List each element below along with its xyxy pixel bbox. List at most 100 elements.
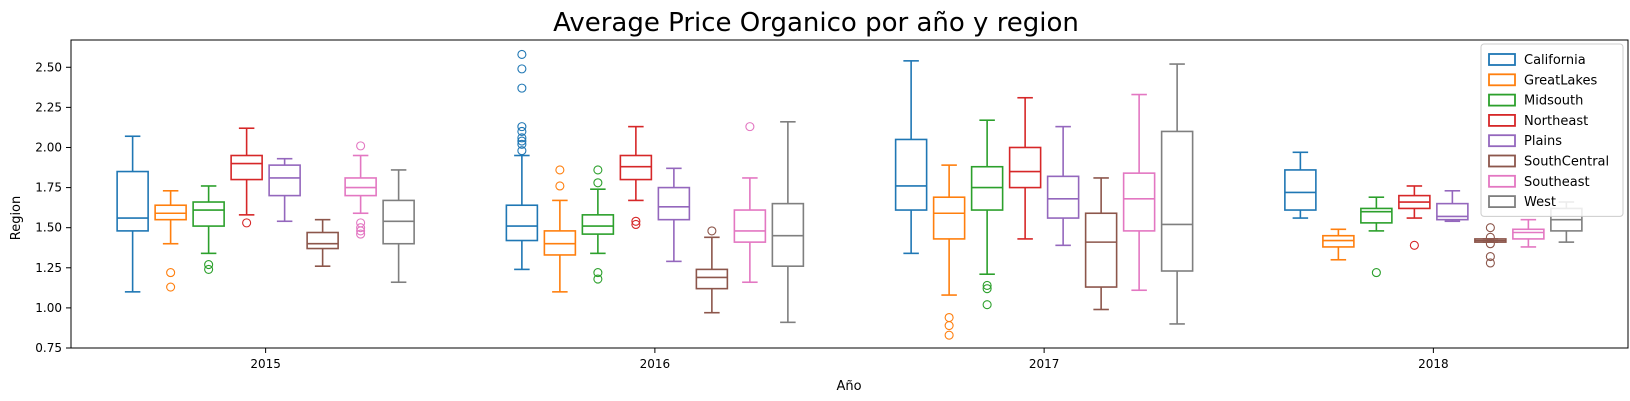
outlier-point xyxy=(517,126,527,136)
plot-frame xyxy=(70,39,1629,349)
x-tick-label: 2016 xyxy=(640,357,671,371)
iqr-box xyxy=(116,170,149,232)
iqr-box xyxy=(192,201,225,227)
box-plains-2017 xyxy=(1046,125,1080,247)
outlier-point xyxy=(1485,223,1495,233)
legend-swatch-california xyxy=(1488,53,1516,66)
box-northeast-2015 xyxy=(230,127,263,228)
legend-swatch-west xyxy=(1488,195,1516,209)
iqr-box xyxy=(1360,207,1393,224)
x-tick-label: 2017 xyxy=(1029,357,1060,371)
box-west-2015 xyxy=(382,169,415,284)
axes: 0.75 1.00 1.25 1.50 1.75 2.00 2.25 2.50 2015 2016… xyxy=(35,60,1448,371)
y-tick-label: 1.75 xyxy=(35,181,62,195)
outlier-point xyxy=(631,219,641,230)
legend-swatch-greatlakes xyxy=(1488,73,1516,87)
outlier-point xyxy=(517,49,527,59)
iqr-box xyxy=(733,209,767,243)
box-southeast-2015 xyxy=(344,141,377,239)
iqr-box xyxy=(1512,228,1545,240)
outlier-point xyxy=(982,284,992,294)
outlier-point xyxy=(745,122,755,132)
iqr-box xyxy=(619,154,653,181)
box-california-2018 xyxy=(1284,151,1317,219)
legend-label-midsouth: Midsouth xyxy=(1524,94,1583,109)
y-tick-label: 2.25 xyxy=(35,100,62,114)
box-california-2015 xyxy=(116,135,149,293)
outlier-point xyxy=(1485,258,1495,268)
outlier-point xyxy=(1485,239,1495,249)
iqr-box xyxy=(382,199,415,245)
iqr-box xyxy=(543,230,577,256)
outlier-point xyxy=(555,181,565,191)
legend-swatch-southcentral xyxy=(1488,154,1516,168)
outlier-point xyxy=(166,268,176,278)
outlier-point xyxy=(517,136,527,146)
box-california-2016 xyxy=(505,49,539,271)
outlier-point xyxy=(631,216,641,226)
outlier-point xyxy=(1371,268,1381,278)
iqr-box xyxy=(505,204,539,242)
legend-swatch-midsouth xyxy=(1488,93,1516,107)
iqr-box xyxy=(894,138,928,211)
box-midsouth-2018 xyxy=(1360,196,1393,278)
box-greatlakes-2018 xyxy=(1322,228,1355,261)
iqr-box xyxy=(306,231,339,250)
x-axis-label: Año xyxy=(836,379,861,394)
x-tick-label: 2018 xyxy=(1418,357,1449,371)
legend-swatch-northeast xyxy=(1488,114,1516,127)
outlier-point xyxy=(593,274,603,284)
box-plains-2015 xyxy=(268,157,301,223)
box-greatlakes-2015 xyxy=(154,189,187,292)
outlier-point xyxy=(944,330,954,340)
box-plains-2018 xyxy=(1436,189,1469,223)
legend-swatch-southeast xyxy=(1488,174,1516,188)
legend-label-northeast: Northeast xyxy=(1524,114,1588,129)
iqr-box xyxy=(154,204,187,221)
legend: California GreatLakes Midsouth Northeast Pla… xyxy=(1480,43,1624,217)
box-midsouth-2016 xyxy=(581,165,615,284)
box-greatlakes-2016 xyxy=(543,165,577,293)
box-southcentral-2017 xyxy=(1084,177,1118,311)
iqr-box xyxy=(230,154,263,181)
outlier-point xyxy=(517,83,527,93)
outlier-point xyxy=(356,229,366,239)
y-tick-label: 1.50 xyxy=(35,221,62,235)
box-southeast-2018 xyxy=(1512,218,1545,248)
outlier-point xyxy=(517,133,527,143)
outlier-point xyxy=(517,139,527,149)
outlier-point xyxy=(944,312,954,323)
box-midsouth-2017 xyxy=(970,119,1004,310)
outlier-point xyxy=(944,320,954,331)
outlier-point xyxy=(356,218,366,228)
outlier-point xyxy=(242,218,252,228)
box-southcentral-2016 xyxy=(695,226,729,314)
outlier-point xyxy=(517,122,527,132)
y-tick-label: 2.50 xyxy=(35,60,62,74)
outlier-point xyxy=(1409,240,1419,250)
box-northeast-2018 xyxy=(1398,185,1431,250)
legend-label-plains: Plains xyxy=(1524,134,1562,149)
iqr-box xyxy=(771,202,805,267)
box-southeast-2017 xyxy=(1122,93,1156,292)
iqr-box xyxy=(932,196,966,240)
box-plains-2016 xyxy=(657,167,691,263)
outlier-point xyxy=(356,141,366,151)
iqr-box xyxy=(344,177,377,197)
legend-label-california: California xyxy=(1524,53,1586,68)
iqr-box xyxy=(970,165,1004,211)
legend-label-southcentral: SouthCentral xyxy=(1524,155,1609,170)
plot-area xyxy=(116,49,1583,340)
legend-label-southeast: Southeast xyxy=(1524,175,1590,190)
box-northeast-2017 xyxy=(1008,96,1042,240)
y-axis-label: Region xyxy=(9,196,24,241)
outlier-point xyxy=(204,260,214,270)
box-southeast-2016 xyxy=(733,122,767,284)
outlier-point xyxy=(1485,252,1495,262)
outlier-point xyxy=(1485,232,1495,242)
iqr-box xyxy=(1160,130,1194,272)
legend-swatch-plains xyxy=(1488,134,1516,148)
iqr-box xyxy=(581,214,615,235)
chart-title: Average Price Organico por año y region xyxy=(553,8,1079,38)
